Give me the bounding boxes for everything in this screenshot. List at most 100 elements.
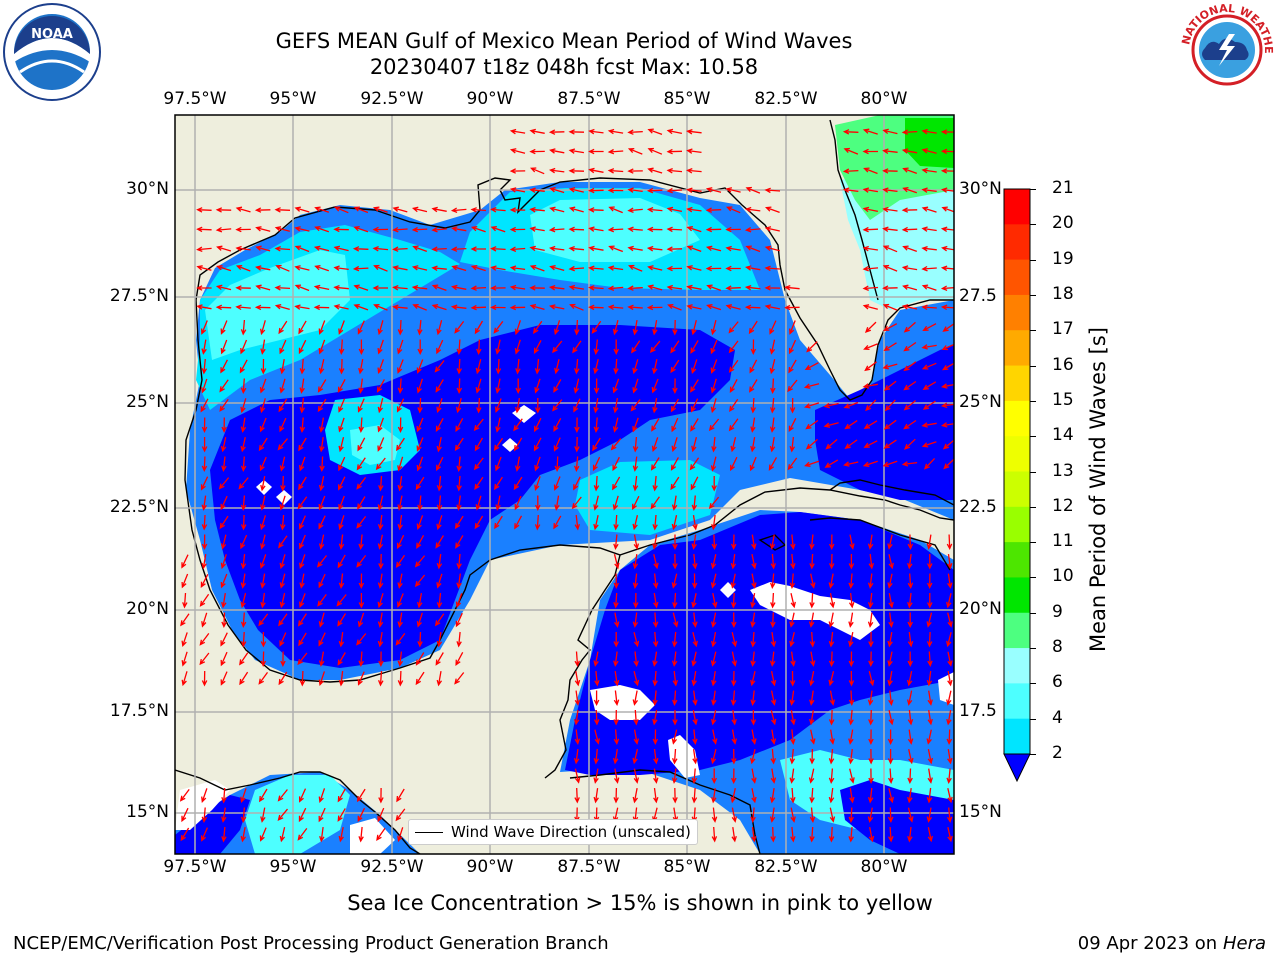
wave-direction-arrow <box>416 417 424 433</box>
wave-direction-arrow <box>337 808 346 822</box>
colorbar-segment <box>1004 259 1030 296</box>
wave-direction-arrow <box>358 339 365 355</box>
wave-direction-arrow <box>200 398 209 413</box>
wave-direction-arrow <box>356 457 366 471</box>
wave-direction-arrow <box>902 186 918 194</box>
wave-direction-arrow <box>921 304 937 311</box>
wave-direction-arrow <box>731 612 737 629</box>
wave-direction-arrow <box>947 788 953 804</box>
wave-direction-arrow <box>219 379 229 393</box>
wave-direction-arrow <box>377 514 384 531</box>
wave-direction-arrow <box>338 632 345 648</box>
x-tick-label-top: 95°W <box>269 89 317 109</box>
wave-direction-arrow <box>240 437 246 453</box>
wave-direction-arrow <box>490 285 506 291</box>
wave-direction-arrow <box>201 456 208 473</box>
wave-direction-arrow <box>926 534 933 550</box>
colorbar-tick-mark <box>1030 612 1036 614</box>
wave-direction-arrow <box>216 265 232 272</box>
wave-direction-arrow <box>868 671 875 687</box>
wave-direction-arrow <box>882 460 898 468</box>
wave-direction-arrow <box>745 265 761 271</box>
wave-direction-arrow <box>692 553 698 570</box>
wave-direction-arrow <box>352 246 369 252</box>
wave-direction-arrow <box>705 265 722 272</box>
wave-direction-arrow <box>927 748 934 765</box>
wave-direction-arrow <box>907 729 914 745</box>
wave-direction-arrow <box>613 534 619 551</box>
wave-direction-arrow <box>769 320 777 335</box>
wave-direction-arrow <box>926 807 933 823</box>
wave-direction-arrow <box>436 456 444 472</box>
wave-direction-arrow <box>627 226 643 233</box>
wave-direction-arrow <box>377 573 384 589</box>
wave-direction-arrow <box>789 748 796 765</box>
wave-direction-arrow <box>883 439 897 449</box>
wave-direction-arrow <box>240 398 247 414</box>
wave-direction-arrow <box>809 748 815 765</box>
wave-direction-arrow <box>240 339 248 355</box>
wave-direction-arrow <box>299 358 306 375</box>
wave-direction-arrow <box>199 633 210 646</box>
wave-direction-arrow <box>725 226 741 233</box>
wave-direction-arrow <box>235 226 251 233</box>
wave-direction-arrow <box>318 573 326 589</box>
wave-direction-arrow <box>810 729 816 745</box>
wave-direction-arrow <box>828 612 835 628</box>
wave-direction-arrow <box>882 363 898 370</box>
graticule <box>175 115 954 854</box>
wave-direction-arrow <box>182 592 188 609</box>
wave-direction-arrow <box>691 651 697 667</box>
wave-direction-arrow <box>632 359 639 375</box>
wave-direction-arrow <box>337 788 346 803</box>
colorbar-tick-mark <box>1030 471 1036 473</box>
wave-direction-arrow <box>692 612 698 628</box>
date-text: 09 Apr 2023 on <box>1077 933 1223 954</box>
colorbar-tick-mark <box>1030 330 1036 332</box>
colorbar-tick-label: 19 <box>1052 248 1074 269</box>
wave-direction-arrow <box>279 358 286 375</box>
wave-direction-arrow <box>710 573 717 589</box>
colorbar-tick-mark <box>1030 259 1036 261</box>
wave-direction-arrow <box>588 285 604 291</box>
wave-direction-arrow <box>240 573 247 589</box>
wave-direction-arrow <box>730 437 737 453</box>
noaa-logo: NOAA <box>2 2 102 102</box>
wave-direction-arrow <box>554 495 560 511</box>
wave-direction-arrow <box>809 826 815 843</box>
wave-direction-arrow <box>672 787 678 804</box>
wave-direction-arrow <box>750 749 756 765</box>
wave-direction-arrow <box>318 339 326 355</box>
band-lt2-pacific <box>175 795 250 854</box>
wave-direction-arrow <box>395 808 406 822</box>
wave-direction-arrow <box>613 651 619 667</box>
wave-direction-arrow <box>745 206 761 213</box>
wave-direction-arrow <box>470 207 487 213</box>
wave-direction-arrow <box>691 768 698 784</box>
wave-direction-arrow <box>666 128 683 135</box>
wave-direction-arrow <box>882 128 898 135</box>
wave-direction-arrow <box>455 651 464 667</box>
wave-direction-arrow <box>415 476 425 491</box>
wave-direction-arrow <box>196 207 212 213</box>
wave-direction-arrow <box>633 729 640 745</box>
wave-direction-arrow <box>907 534 914 550</box>
wave-direction-arrow <box>279 632 287 647</box>
wave-direction-arrow <box>731 768 737 784</box>
wave-direction-arrow <box>710 749 717 765</box>
wave-direction-arrow <box>534 476 541 492</box>
wave-direction-arrow <box>613 729 620 745</box>
wave-direction-arrow <box>533 340 542 355</box>
wave-direction-arrow <box>201 437 208 453</box>
wave-direction-arrow <box>377 398 384 414</box>
colorbar-tick-mark <box>1030 542 1036 544</box>
wave-direction-arrow <box>907 554 913 570</box>
wave-direction-arrow <box>686 167 702 174</box>
wave-direction-arrow <box>941 383 954 389</box>
wave-direction-arrow <box>941 402 954 409</box>
wave-direction-arrow <box>372 226 389 233</box>
colorbar-tick-mark <box>1030 648 1036 650</box>
wave-direction-arrow <box>314 206 330 213</box>
wave-direction-arrow <box>887 670 893 687</box>
wave-direction-arrow <box>534 456 541 472</box>
